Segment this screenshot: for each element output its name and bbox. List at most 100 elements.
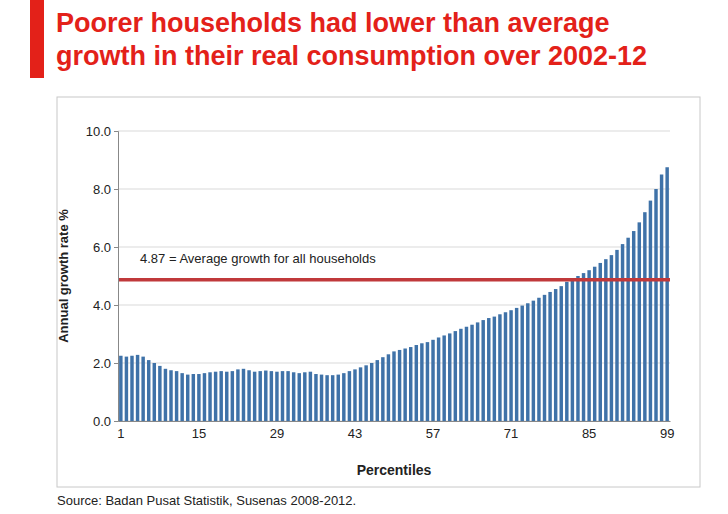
bar [136, 355, 139, 421]
bar [270, 371, 273, 421]
bar [314, 374, 317, 421]
bar [236, 369, 239, 421]
title: Poorer households had lower than average… [56, 8, 647, 71]
bar [571, 279, 574, 421]
bar [532, 301, 535, 421]
y-tick: 6.0 [93, 240, 118, 255]
bar [309, 372, 312, 421]
x-tick-label: 15 [192, 426, 206, 441]
bar [180, 373, 183, 421]
bar [454, 331, 457, 421]
bar [197, 374, 200, 421]
bar [459, 329, 462, 421]
bar [119, 356, 122, 421]
bar [665, 167, 668, 421]
bar [214, 372, 217, 421]
x-tick-label: 85 [582, 426, 596, 441]
bar [320, 375, 323, 421]
source: Source: Badan Pusat Statistik, Susenas 2… [57, 493, 356, 508]
chart-svg: Poorer households had lower than average… [0, 0, 728, 514]
bar [231, 371, 234, 421]
bar [147, 360, 150, 421]
y-tick-label: 10.0 [86, 124, 111, 139]
bar [632, 231, 635, 421]
y-tick-label: 2.0 [93, 356, 111, 371]
bar [560, 286, 563, 421]
bar [504, 312, 507, 421]
x-tick-label: 71 [504, 426, 518, 441]
bar [565, 282, 568, 421]
x-tick: 29 [270, 421, 284, 441]
average-label: 4.87 = Average growth for all households [140, 251, 376, 266]
bar [398, 350, 401, 421]
bar [621, 244, 624, 421]
bar [219, 371, 222, 421]
bar [437, 337, 440, 421]
y-tick: 2.0 [93, 356, 118, 371]
x-tick-label: 29 [270, 426, 284, 441]
bar [325, 375, 328, 421]
x-tick: 99 [660, 421, 674, 441]
bar [208, 372, 211, 421]
bar [387, 354, 390, 421]
bar [286, 371, 289, 421]
bar [654, 189, 657, 421]
bar [554, 289, 557, 421]
bar [470, 325, 473, 421]
bar [242, 369, 245, 421]
bar [448, 333, 451, 421]
bar [431, 340, 434, 421]
y-tick: 10.0 [86, 124, 118, 139]
x-tick: 43 [348, 421, 362, 441]
bar [615, 250, 618, 421]
bar [520, 306, 523, 421]
plot-area [118, 167, 670, 421]
bar [164, 369, 167, 421]
bar [604, 259, 607, 421]
x-tick: 57 [426, 421, 440, 441]
bar [626, 238, 629, 421]
x-axis-line [119, 421, 671, 422]
bar [303, 372, 306, 421]
bar [359, 367, 362, 421]
bar [203, 373, 206, 421]
bar [331, 375, 334, 421]
bar [175, 371, 178, 421]
y-tick-mark [114, 189, 118, 190]
bar [487, 318, 490, 421]
bar [476, 322, 479, 421]
bar [292, 372, 295, 421]
bar [392, 351, 395, 421]
bar [643, 212, 646, 421]
y-tick-label: 4.0 [93, 298, 111, 313]
bar [638, 222, 641, 421]
y-tick-label: 8.0 [93, 182, 111, 197]
y-tick-mark [114, 363, 118, 364]
bar [582, 273, 585, 421]
x-tick: 15 [192, 421, 206, 441]
bar [599, 263, 602, 421]
bar [370, 363, 373, 421]
x-tick-label: 99 [660, 426, 674, 441]
y-tick-mark [114, 247, 118, 248]
y-axis-title: Annual growth rate % [56, 209, 71, 343]
y-tick: 4.0 [93, 298, 118, 313]
bar [381, 357, 384, 421]
grid-line [118, 131, 670, 132]
x-tick-label: 1 [117, 426, 124, 441]
bar [141, 357, 144, 421]
x-tick-label: 57 [426, 426, 440, 441]
grid [118, 131, 670, 421]
x-tick: 71 [504, 421, 518, 441]
bar [247, 370, 250, 421]
bar [498, 314, 501, 421]
bar [376, 360, 379, 421]
bar [548, 292, 551, 421]
bar [409, 347, 412, 421]
bar [415, 345, 418, 421]
bar [576, 276, 579, 421]
bar [192, 374, 195, 421]
y-tick: 0.0 [93, 414, 118, 429]
bar [537, 298, 540, 421]
bar [158, 366, 161, 421]
